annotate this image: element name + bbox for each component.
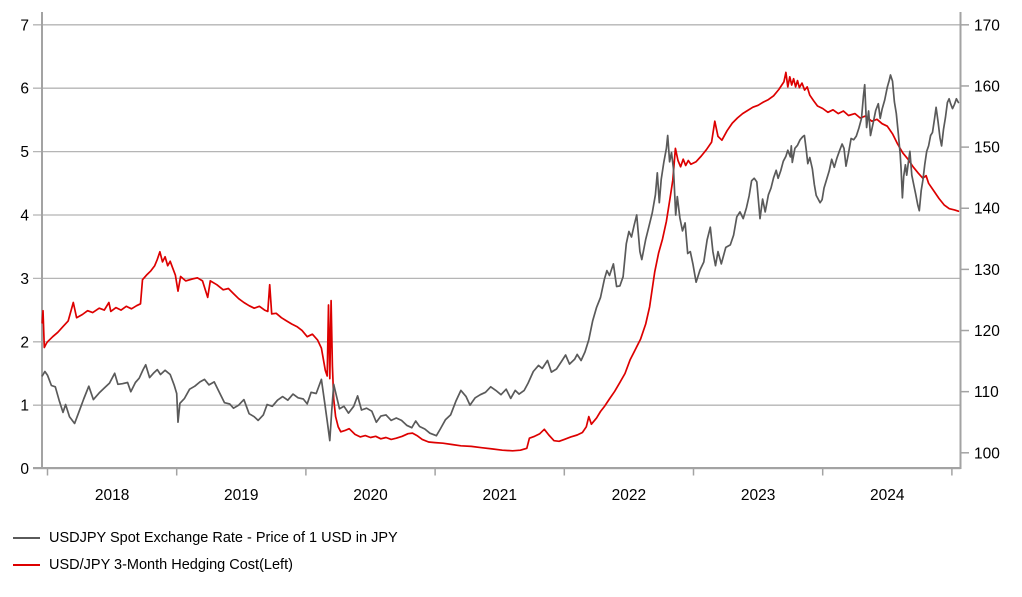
legend-label-spot: USDJPY Spot Exchange Rate - Price of 1 U…	[49, 529, 398, 546]
left-axis-label: 7	[20, 17, 29, 34]
spot-rate-line	[41, 74, 960, 442]
x-axis-year-label: 2019	[224, 487, 258, 504]
right-axis-label: 100	[974, 445, 1000, 462]
right-axis-label: 110	[974, 384, 999, 401]
x-axis-year-label: 2021	[482, 487, 516, 504]
x-axis-year-label: 2022	[612, 487, 646, 504]
left-axis-label: 0	[20, 461, 29, 478]
legend-item-spot: USDJPY Spot Exchange Rate - Price of 1 U…	[13, 524, 398, 551]
right-axis-label: 140	[974, 201, 1000, 218]
left-axis-label: 2	[20, 334, 29, 351]
chart-legend: USDJPY Spot Exchange Rate - Price of 1 U…	[13, 524, 398, 578]
right-axis-label: 150	[974, 140, 1000, 157]
legend-item-hedging-cost: USD/JPY 3-Month Hedging Cost(Left)	[13, 551, 398, 578]
x-axis-year-label: 2018	[95, 487, 129, 504]
left-axis-label: 6	[20, 81, 29, 98]
dual-axis-line-chart: 0 1 2 3 4 5 6 7 100 110 120 130 140 150 160 170 2018 2019…	[20, 12, 1000, 504]
legend-label-hedging-cost: USD/JPY 3-Month Hedging Cost(Left)	[49, 556, 293, 573]
x-axis-year-label: 2024	[870, 487, 905, 504]
right-axis-label: 160	[974, 78, 1000, 95]
hedging-cost-line-swatch-icon	[13, 563, 40, 566]
left-axis-label: 4	[20, 208, 29, 225]
spot-line-swatch-icon	[13, 536, 40, 539]
right-axis-label: 170	[974, 17, 1000, 34]
right-axis-label: 130	[974, 262, 1000, 279]
x-axis-year-label: 2023	[741, 487, 775, 504]
hedging-cost-line	[41, 71, 960, 452]
right-axis-label: 120	[974, 323, 1000, 340]
x-axis-year-label: 2020	[353, 487, 388, 504]
left-axis-label: 5	[20, 144, 29, 161]
left-axis-label: 3	[20, 271, 29, 288]
left-axis-label: 1	[20, 398, 29, 415]
